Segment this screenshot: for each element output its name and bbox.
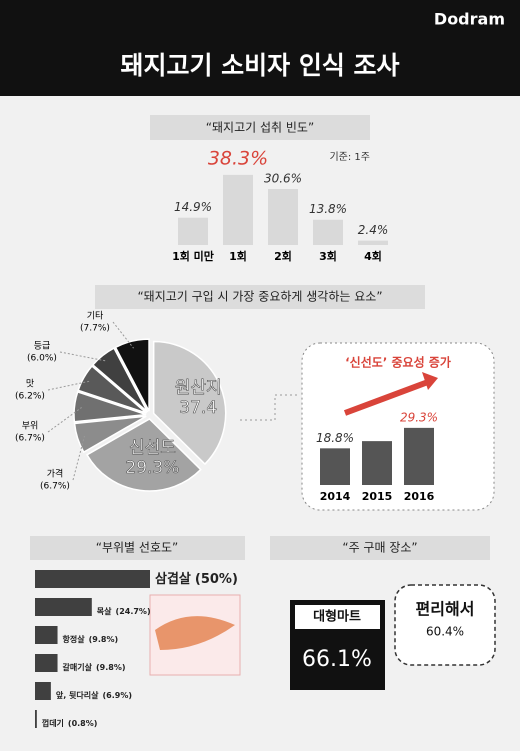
data-label: 38.3%: [208, 147, 268, 169]
bar-label: 껍데기 (0.8%): [42, 718, 98, 728]
data-label: 18.8%: [316, 431, 354, 445]
title-box: [150, 115, 370, 140]
bar-label: 삼겹살 (50%): [155, 571, 238, 587]
pie-slice: [91, 347, 149, 413]
leader-line: [112, 321, 134, 349]
bar: [35, 710, 37, 728]
category: 껍데기: [42, 718, 64, 728]
callout-value: 60.4%: [426, 625, 464, 639]
brand: Dodram: [434, 10, 505, 29]
bar-label: 항정살 (9.8%): [63, 634, 119, 644]
bar-label: 갈매기살 (9.8%): [63, 662, 126, 672]
data-label: 30.6%: [264, 172, 302, 186]
x-tick-label: 1회: [229, 249, 247, 263]
callout-value: 66.1%: [302, 647, 372, 672]
data-label: 14.9%: [174, 200, 212, 214]
chart-note: 기준: 1주: [329, 151, 370, 163]
x-tick-label: 2014: [320, 490, 351, 503]
leader-line: [47, 380, 91, 391]
bar: [320, 448, 350, 485]
bar: [35, 682, 51, 700]
reason-box: [394, 584, 496, 666]
slice-label: 등급: [34, 341, 51, 352]
slice-label: 원산지: [175, 378, 222, 398]
bar: [35, 598, 92, 616]
pie-slice: [73, 415, 147, 454]
x-tick-label: 2016: [404, 490, 435, 503]
slice-label: 맛: [26, 379, 34, 390]
leader-line: [59, 351, 108, 362]
page-title: 돼지고기 소비자 인식 조사: [120, 51, 399, 80]
category: 항정살: [63, 634, 86, 644]
chart-title: “돼지고기 구입 시 가장 중요하게 생각하는 요소”: [137, 290, 382, 304]
x-tick-label: 4회: [364, 249, 382, 263]
header-bar: [0, 0, 520, 96]
trend-arrow-head: [422, 372, 438, 390]
bar: [362, 441, 392, 485]
slice-label: 기타: [87, 311, 104, 322]
x-tick-label: 1회 미만: [172, 249, 214, 263]
value-label: (50%): [195, 572, 238, 587]
title-box: [30, 536, 245, 560]
title-box: [270, 536, 490, 560]
slice-value: (6.7%): [40, 482, 70, 492]
data-label: 13.8%: [309, 202, 347, 216]
chart-title: “돼지고기 섭취 빈도”: [206, 121, 314, 135]
category: 앞, 뒷다리살: [56, 690, 99, 700]
pie-slice: [77, 365, 148, 414]
pie-slice: [86, 418, 202, 492]
category: 삼겹살: [155, 571, 191, 587]
value-label: (24.7%): [116, 607, 151, 616]
store-label-band: [295, 605, 380, 629]
category: 목살: [97, 606, 112, 616]
bar: [358, 240, 388, 245]
bar: [223, 174, 253, 245]
food-illustration: [155, 616, 235, 650]
slice-value: (6.0%): [27, 354, 57, 364]
slice-value: (6.2%): [15, 392, 45, 402]
slice-value: (6.7%): [15, 434, 45, 444]
x-tick-label: 3회: [319, 249, 337, 263]
slice-value: (7.7%): [80, 324, 110, 334]
chart-title: “부위별 선호도”: [96, 541, 179, 555]
data-label: 29.3%: [400, 410, 438, 424]
callout-label: 편리해서: [416, 600, 475, 619]
pie-slice: [152, 340, 227, 466]
data-label: 2.4%: [358, 223, 389, 237]
slice-label: 부위: [22, 421, 39, 432]
leader-line: [47, 407, 82, 433]
bar: [35, 570, 150, 588]
callout-label: 대형마트: [313, 609, 361, 625]
title-box: [95, 285, 425, 309]
bar: [268, 189, 298, 245]
category: 갈매기살: [63, 662, 93, 672]
pie-slice: [73, 390, 147, 423]
slice-label: 신선도: [129, 438, 176, 458]
chart-title: “주 구매 장소”: [342, 541, 417, 555]
value-label: (6.9%): [102, 691, 132, 700]
slice-label: 가격: [47, 468, 64, 480]
bar: [404, 427, 434, 485]
x-tick-label: 2015: [362, 490, 393, 503]
value-label: (0.8%): [68, 719, 98, 728]
trend-arrow: [343, 379, 430, 416]
bar: [178, 217, 208, 245]
value-label: (9.8%): [89, 635, 119, 644]
chart-title: ‘신선도’ 중요성 증가: [345, 355, 451, 370]
leader-line: [72, 435, 85, 481]
bar: [35, 626, 58, 644]
slice-value: 37.4: [179, 398, 217, 418]
bar-label: 목살 (24.7%): [97, 606, 151, 616]
value-label: (9.8%): [96, 663, 126, 672]
bar: [35, 654, 58, 672]
bar-label: 앞, 뒷다리살 (6.9%): [56, 690, 132, 700]
slice-value: 29.3%: [125, 458, 179, 478]
pie-slice: [114, 338, 150, 412]
x-tick-label: 2회: [274, 249, 292, 263]
bar: [313, 219, 343, 245]
